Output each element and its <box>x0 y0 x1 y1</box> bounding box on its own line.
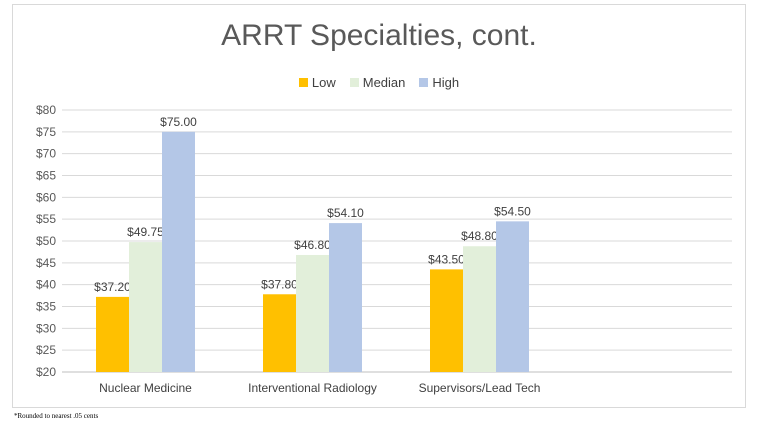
legend-label-low: Low <box>311 75 336 90</box>
bar-low <box>96 296 129 372</box>
category-label: Nuclear Medicine <box>99 381 192 395</box>
category-label: Supervisors/Lead Tech <box>419 381 541 395</box>
category-label: Interventional Radiology <box>248 381 377 395</box>
y-tick-label: $60 <box>36 190 56 204</box>
legend-item-high: High <box>419 75 459 90</box>
bar-chart-plot: $20 $25 $30 $35 $40 $45 $50 $55 $60 $65 $70 $75 $80 $… <box>36 103 732 395</box>
data-label: $49.75 <box>127 225 164 239</box>
bar-median <box>296 254 329 372</box>
y-tick-label: $40 <box>36 278 56 292</box>
y-tick-label: $70 <box>36 147 56 161</box>
data-label: $37.80 <box>261 277 298 291</box>
y-tick-label: $80 <box>36 103 56 117</box>
data-label: $43.50 <box>428 252 465 266</box>
y-tick-label: $75 <box>36 125 56 139</box>
y-tick-label: $65 <box>36 169 56 183</box>
data-label: $54.10 <box>327 206 364 220</box>
y-tick-label: $45 <box>36 256 56 270</box>
data-label: $54.50 <box>494 204 531 218</box>
legend-label-high: High <box>432 75 460 90</box>
data-label: $75.00 <box>160 115 197 129</box>
legend-item-low: Low <box>298 75 336 90</box>
y-tick-label: $20 <box>36 365 56 379</box>
y-tick-label: $25 <box>36 343 56 357</box>
bar-median <box>463 246 496 372</box>
chart-title: ARRT Specialties, cont. <box>221 19 537 52</box>
bar-median <box>129 242 162 372</box>
legend-swatch-high <box>419 78 429 87</box>
y-tick-label: $50 <box>36 234 56 248</box>
legend-swatch-median <box>349 78 359 87</box>
bar-high <box>496 221 529 372</box>
y-tick-label: $55 <box>36 212 56 226</box>
bar-high <box>162 131 195 372</box>
data-label: $46.80 <box>294 238 331 252</box>
y-tick-label: $30 <box>36 321 56 335</box>
bar-low <box>263 294 296 372</box>
legend-swatch-low <box>298 78 308 87</box>
legend-label-median: Median <box>362 75 406 90</box>
data-label: $37.20 <box>94 280 131 294</box>
legend-item-median: Median <box>349 75 406 90</box>
y-tick-label: $35 <box>36 300 56 314</box>
legend: Low Median High <box>13 75 745 90</box>
data-label: $48.80 <box>461 229 498 243</box>
bar-high <box>329 223 362 372</box>
footnote: *Rounded to nearest .05 cents <box>14 412 99 420</box>
bar-low <box>430 269 463 372</box>
